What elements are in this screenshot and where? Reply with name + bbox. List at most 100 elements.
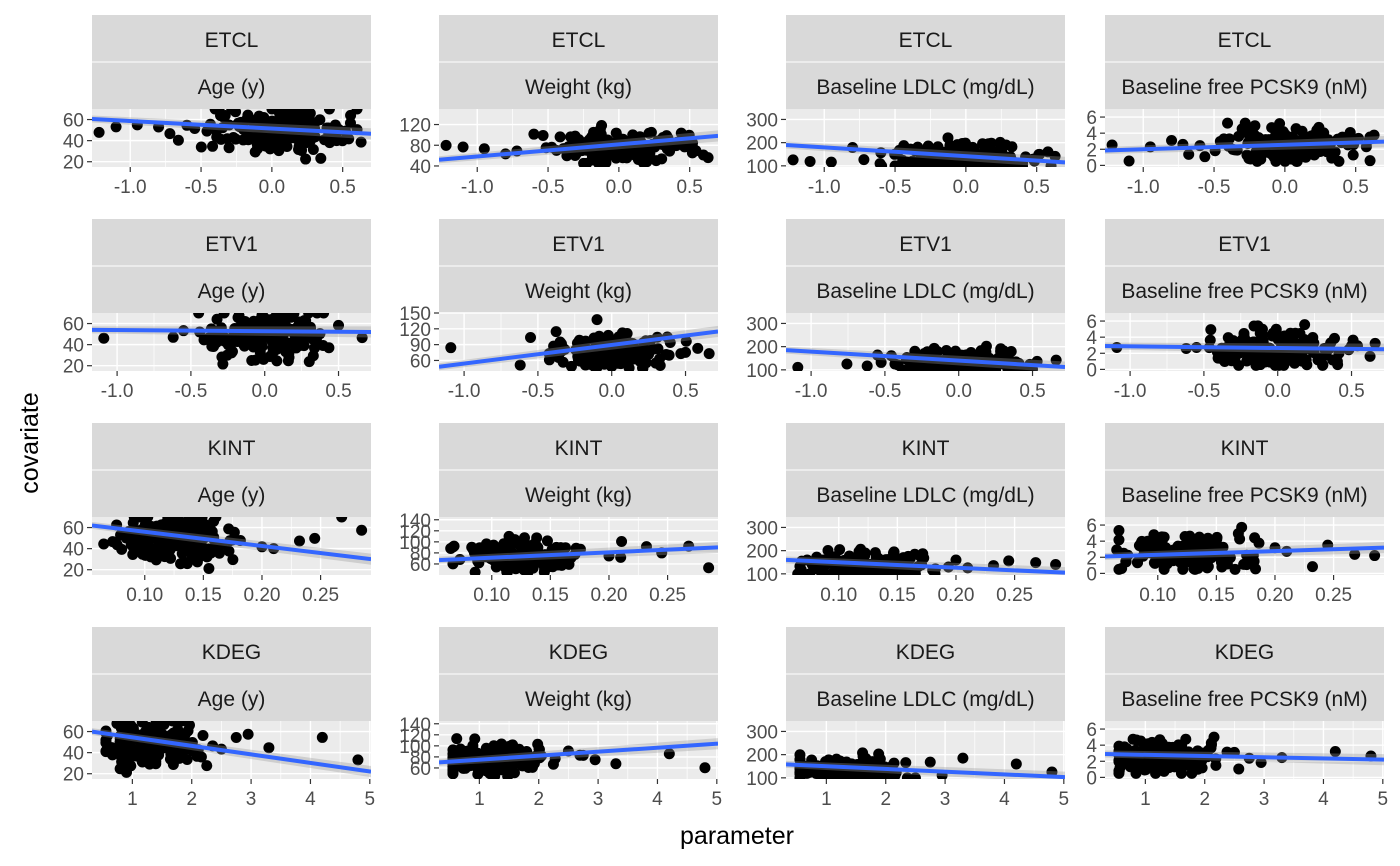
data-point [181,753,193,765]
y-tick-label: 100 [746,361,778,382]
data-point [841,358,853,370]
data-point [227,554,239,566]
data-point [246,354,258,366]
x-tick-label: -1.0 [808,177,841,198]
data-point [460,760,472,772]
data-point [530,539,542,551]
x-tick-label: 3 [246,789,257,810]
y-tick-label: 60 [410,351,431,372]
x-tick-label: 0.10 [126,585,163,606]
data-point [928,342,940,354]
data-point [1222,332,1234,344]
data-point [210,517,222,523]
data-point [1113,563,1125,575]
data-point [610,758,622,770]
strip-label-parameter: ETV1 [1218,233,1271,256]
data-point [1212,352,1224,364]
facet-panel: ETV1 Baseline free PCSK9 (nM) -1.0 -0.5 0.0 0… [1086,219,1384,402]
strip-label-parameter: KINT [208,437,256,460]
data-point [238,316,250,328]
data-point [1344,126,1356,138]
data-point [255,139,267,151]
data-point [1329,745,1341,757]
y-tick-label: 200 [746,338,778,359]
data-point [1222,117,1234,129]
y-tick-label: 100 [746,157,778,178]
y-tick-label: 6 [1086,516,1097,537]
x-axis-title: parameter [680,822,794,850]
x-tick-label: 0.15 [185,585,222,606]
y-tick-label: 4 [1086,328,1097,349]
strip-label-covariate: Baseline free PCSK9 (nM) [1121,484,1367,507]
data-point [1199,151,1211,163]
strip-label-covariate: Baseline free PCSK9 (nM) [1121,280,1367,303]
data-point [699,762,711,774]
strip-label-covariate: Age (y) [198,484,266,507]
y-tick-label: 80 [410,544,431,565]
y-tick-label: 80 [410,136,431,157]
data-point [333,319,345,331]
x-tick-label: -1.0 [448,381,481,402]
x-tick-label: 2 [533,789,544,810]
data-point [505,534,517,546]
fit-line [92,729,371,774]
y-tick-label: 90 [410,336,431,357]
data-point [110,121,122,133]
data-point [1289,327,1301,339]
data-point [100,745,112,757]
y-tick-label: 200 [746,746,778,767]
data-point [287,109,299,121]
data-point [253,110,265,122]
y-tick-label: 0 [1086,564,1097,585]
data-point [1245,153,1257,165]
data-point [572,354,584,366]
y-tick-label: 60 [410,555,431,576]
facet-strip-covariate [92,470,371,517]
data-point [557,356,569,368]
strip-label-parameter: KINT [555,437,603,460]
data-point [1006,141,1018,153]
data-point [1255,757,1267,769]
facet-strip-parameter [439,627,718,674]
data-point [122,757,134,769]
data-point [1123,155,1135,167]
y-tick-label: 40 [63,336,84,357]
strip-label-parameter: ETCL [552,29,606,52]
data-point [632,154,644,166]
data-point [223,523,235,535]
data-point [116,543,128,555]
data-point [466,541,478,553]
strip-label-covariate: Age (y) [198,688,266,711]
data-point [520,555,532,567]
y-tick-label: 40 [410,157,431,178]
data-point [451,733,463,745]
y-tick-label: 2 [1086,344,1097,365]
x-tick-label: -1.0 [795,381,828,402]
data-point [1250,359,1262,371]
data-point [1296,125,1308,137]
data-point [319,134,331,146]
data-point [513,743,525,755]
data-point [568,134,580,146]
fit-line [439,133,718,162]
facet-panel: ETCL Baseline free PCSK9 (nM) -1.0 -0.5 0.0 0… [1086,15,1384,198]
strip-label-covariate: Baseline LDLC (mg/dL) [816,484,1034,507]
facet-strip-parameter [439,15,718,62]
data-point [997,348,1009,360]
data-point [563,558,575,570]
data-point [309,532,321,544]
x-tick-label: 5 [712,789,723,810]
x-tick-label: 0.15 [1198,585,1235,606]
data-point [1030,557,1042,569]
y-tick-label: 150 [399,304,431,325]
y-tick-label: 6 [1086,312,1097,333]
data-point [494,557,506,569]
data-point [150,758,162,770]
data-point [1217,541,1229,553]
data-point [122,746,134,758]
x-tick-label: -0.5 [879,177,912,198]
y-tick-label: 2 [1086,140,1097,161]
x-tick-label: -1.0 [1127,177,1160,198]
facet-strip-parameter [439,219,718,266]
